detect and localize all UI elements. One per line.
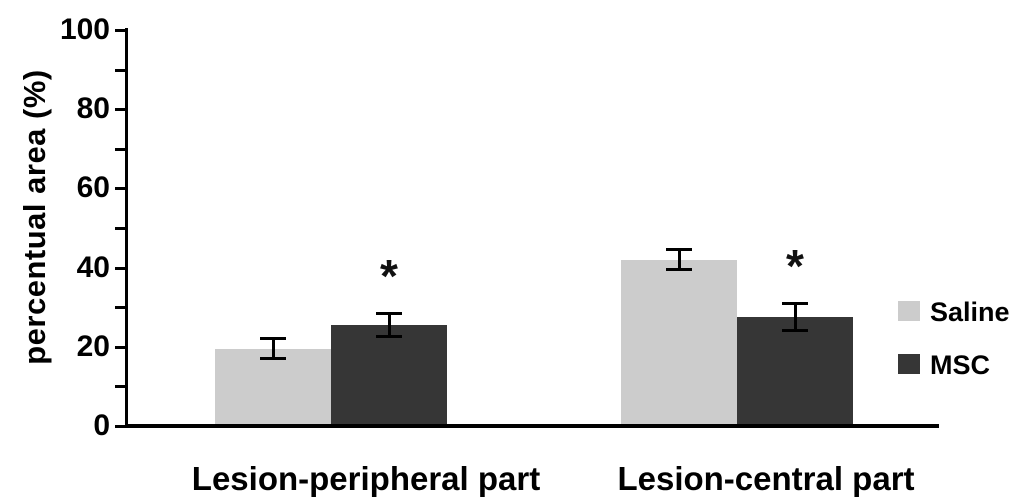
error-bar-cap-top <box>782 301 808 305</box>
y-tick-label: 40 <box>76 250 110 284</box>
y-tick-mark <box>115 306 125 310</box>
error-bar-cap-bottom <box>666 268 692 272</box>
y-tick-label: 20 <box>76 329 110 363</box>
y-tick-mark <box>115 68 125 72</box>
bar-msc-group1 <box>331 325 447 426</box>
legend-label-msc: MSC <box>930 350 990 380</box>
bar-saline-group1 <box>215 348 331 426</box>
bar-saline-group2 <box>621 259 737 426</box>
y-tick-label: 0 <box>93 409 110 442</box>
error-bar-cap-top <box>666 248 692 252</box>
y-tick-label: 60 <box>76 171 110 205</box>
error-bar-cap-top <box>376 311 402 315</box>
y-tick-label: 100 <box>59 13 110 46</box>
y-tick-mark <box>115 108 125 112</box>
error-bar-line <box>677 249 681 270</box>
category-label-lesion-central: Lesion-central part <box>617 460 915 497</box>
y-tick-mark <box>115 227 125 230</box>
y-tick-mark <box>115 29 125 32</box>
y-tick-mark <box>115 266 125 270</box>
error-bar-line <box>793 303 797 331</box>
error-bar-cap-bottom <box>782 329 808 333</box>
bar-msc-group2 <box>737 317 853 426</box>
error-bar-line <box>387 313 391 337</box>
significance-asterisk: * <box>786 240 804 293</box>
y-tick-mark <box>115 147 125 151</box>
y-tick-label: 80 <box>76 92 110 126</box>
y-tick-mark <box>115 425 125 428</box>
y-tick-mark <box>115 385 125 389</box>
error-bar-cap-top <box>260 337 286 341</box>
y-tick-mark <box>115 345 125 349</box>
error-bar-cap-bottom <box>260 357 286 361</box>
legend-swatch-saline <box>898 301 920 321</box>
x-axis-spine <box>125 424 939 428</box>
error-bar-cap-bottom <box>376 335 402 339</box>
y-axis-spine <box>125 28 128 428</box>
legend-label-saline: Saline <box>930 297 1010 327</box>
category-label-lesion-peripheral: Lesion-peripheral part <box>191 460 541 497</box>
y-tick-mark <box>115 187 125 191</box>
significance-asterisk: * <box>380 250 398 303</box>
error-bar-line <box>271 338 275 359</box>
legend-swatch-msc <box>898 354 920 374</box>
